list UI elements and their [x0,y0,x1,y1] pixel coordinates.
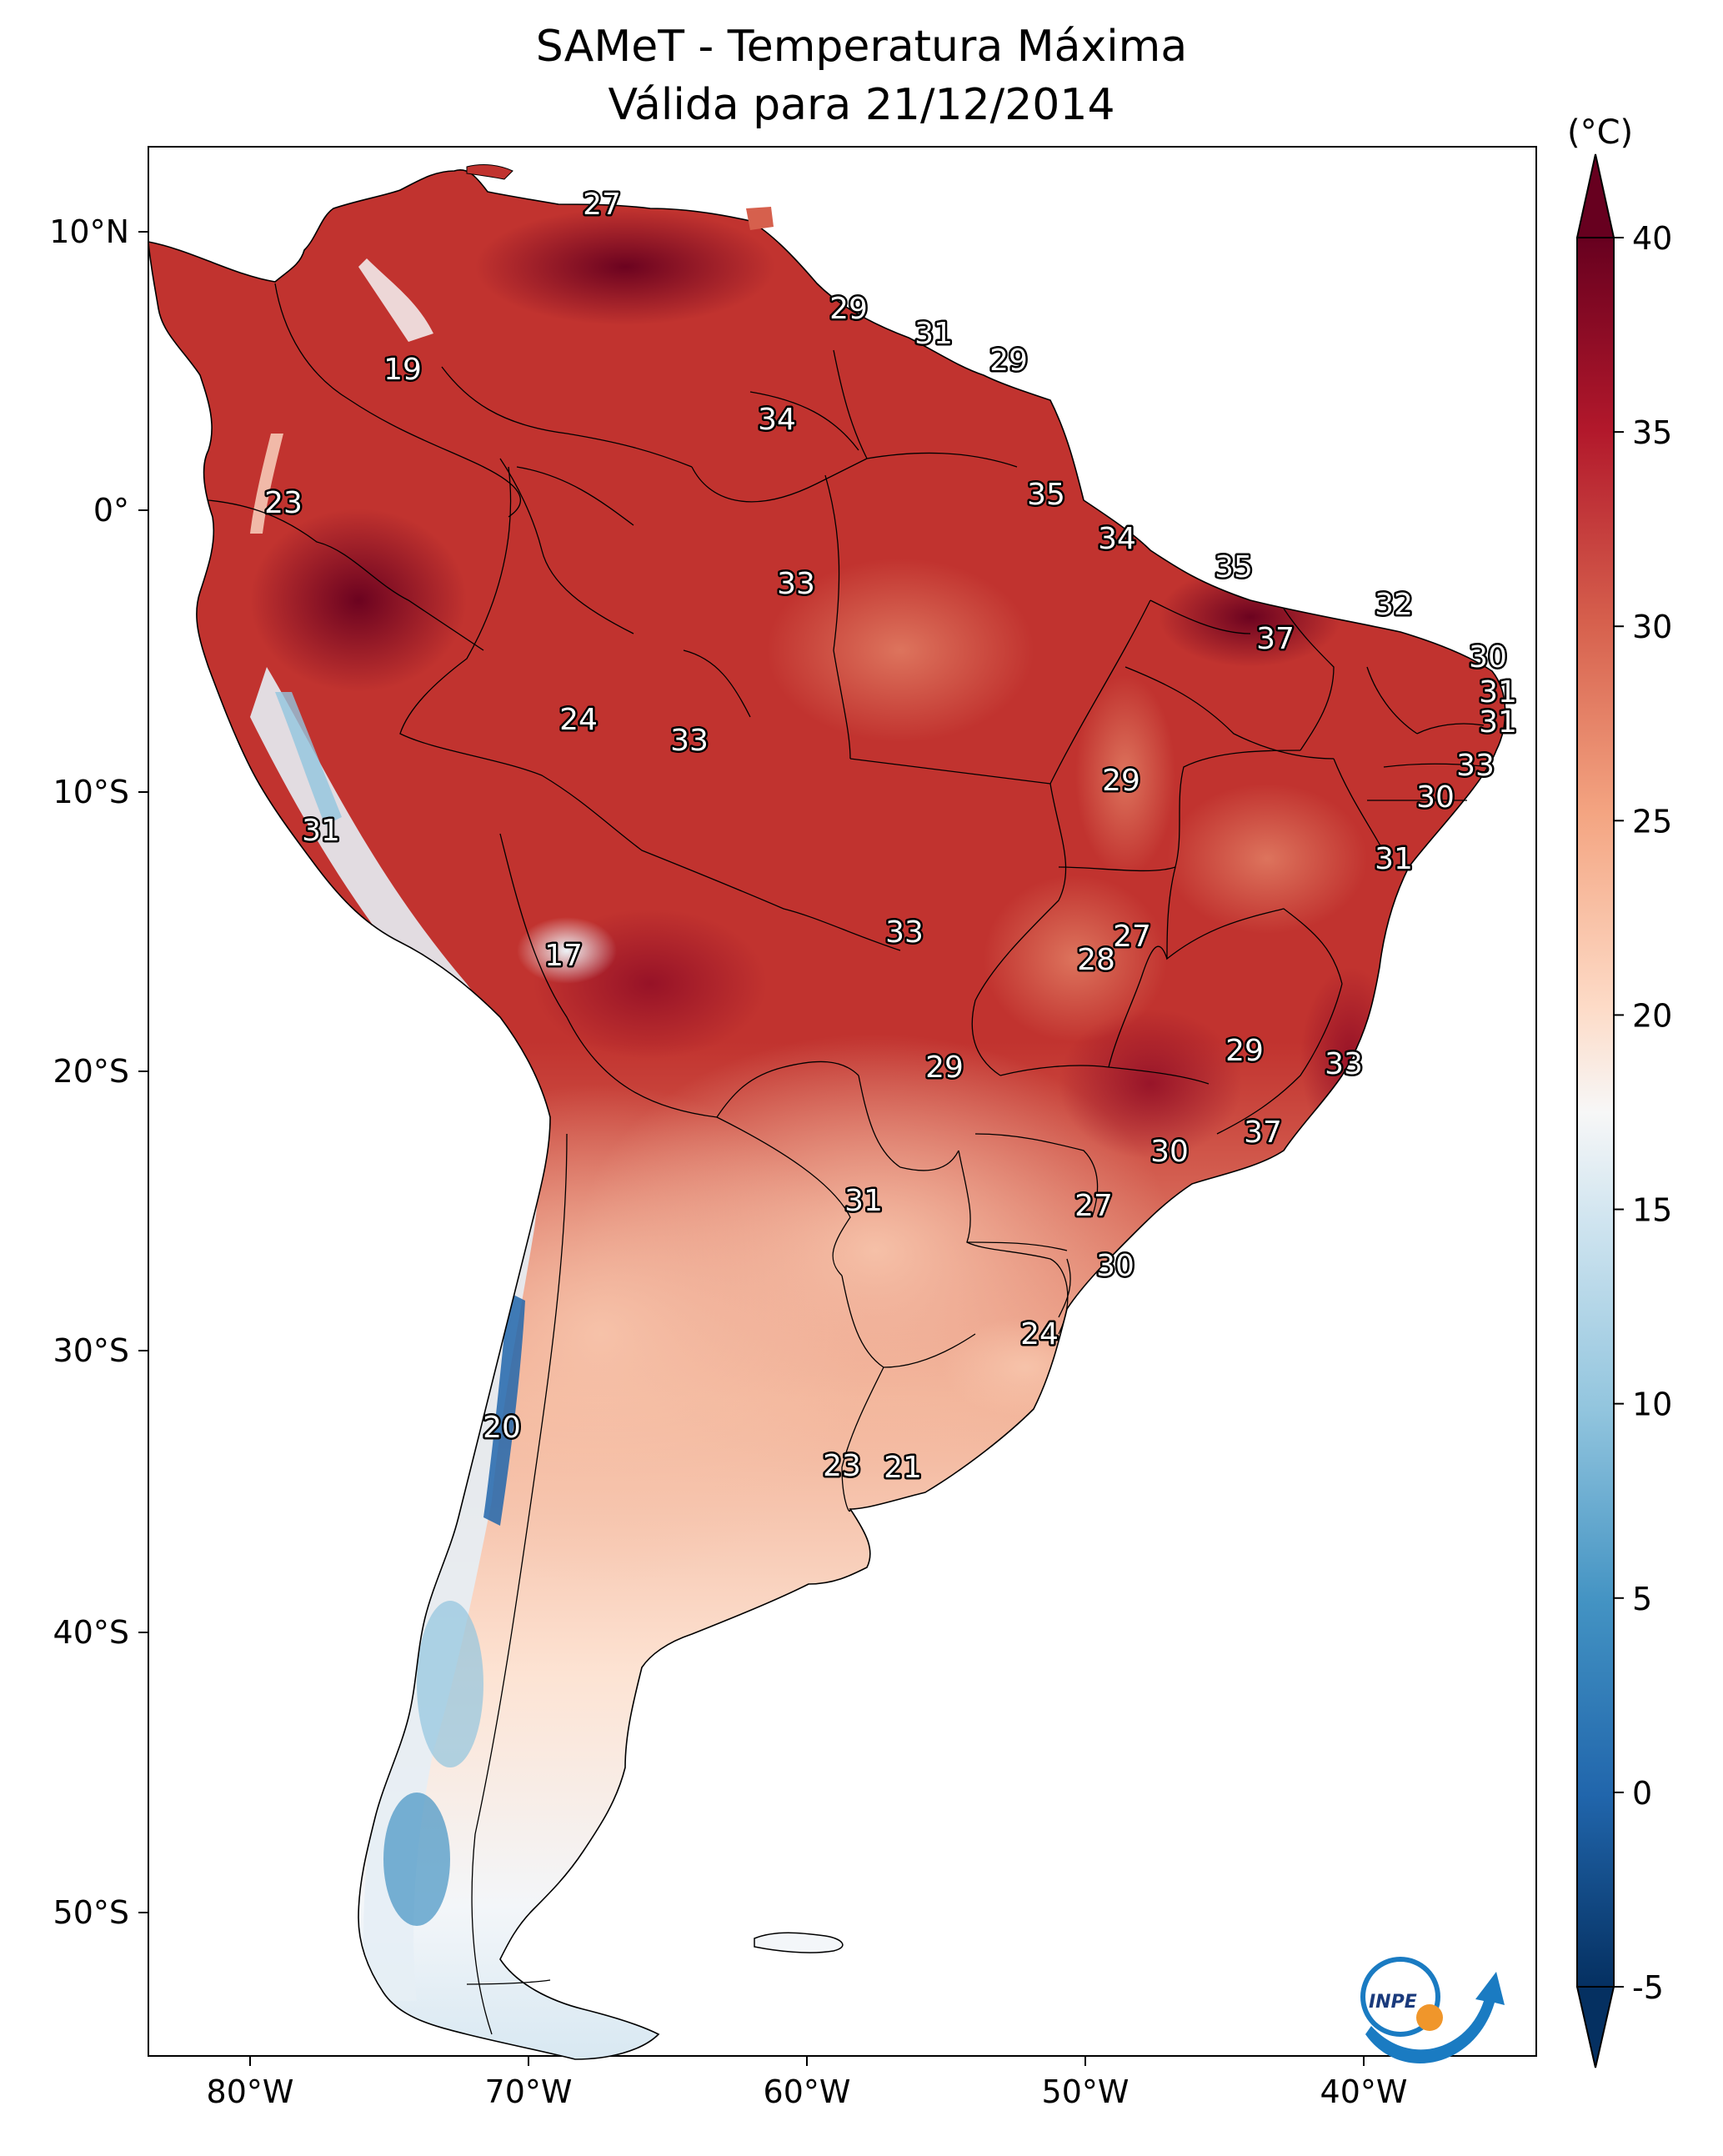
longitude-axis: 80°W 70°W 60°W 50°W 40°W [207,2056,1408,2110]
colorbar-tick-label: 20 [1632,997,1672,1034]
temperature-label: 23 [823,1449,861,1483]
chart-title-line1: SAMeT - Temperatura Máxima [535,22,1188,72]
temperature-label: 33 [1456,749,1495,783]
temperature-label: 24 [559,703,598,737]
caribbean-island [466,164,513,180]
political-borders [208,283,1493,2035]
temperature-label: 29 [829,292,868,326]
inpe-logo: INPE [1360,1957,1505,2064]
temperature-label: 31 [1479,705,1517,740]
temperature-label: 33 [777,567,815,601]
colorbar-tick-label: 10 [1632,1386,1672,1423]
temperature-label: 17 [544,939,583,973]
lon-tick-label: 40°W [1320,2073,1408,2110]
inpe-logo-dot [1416,2004,1443,2031]
inpe-logo-ring [1360,1957,1440,2037]
lon-tick-label: 80°W [207,2073,294,2110]
temperature-label: 31 [914,317,953,351]
lon-tick-label: 70°W [485,2073,573,2110]
colorbar-tick-label: 40 [1632,220,1672,257]
temperature-label: 34 [1098,522,1136,556]
lat-tick-label: 20°S [53,1053,129,1090]
temperature-label: 33 [1325,1047,1363,1081]
temperature-label: 31 [302,814,340,848]
temperature-label: 27 [1074,1189,1113,1223]
chart-title-line2: Válida para 21/12/2014 [608,80,1115,130]
temperature-label: 29 [925,1050,964,1085]
lat-tick-label: 50°S [53,1894,129,1931]
temperature-label: 23 [264,486,303,520]
temperature-label: 30 [1096,1249,1134,1283]
colorbar-tick-label: 15 [1632,1192,1672,1229]
temperature-label: 29 [1225,1034,1264,1068]
temperature-label: 29 [989,343,1028,378]
lon-tick-label: 60°W [764,2073,851,2110]
temperature-label: 35 [1215,550,1253,584]
colorbar-tick-label: 35 [1632,414,1672,451]
temperature-label: 37 [1256,622,1295,656]
lat-tick-label: 10°S [53,774,129,810]
temperature-label: 20 [483,1411,521,1445]
temperature-label: 21 [884,1451,922,1485]
lat-tick-label: 0° [93,492,129,529]
colorbar-tick-label: 25 [1632,803,1672,840]
inpe-logo-arrow [1365,1972,1505,2064]
temperature-label: 34 [758,403,796,437]
colorbar-tick-label: 30 [1632,609,1672,645]
temperature-label: 30 [1416,780,1455,815]
colorbar: 40 35 30 25 20 15 10 5 0 -5 [1575,153,1672,2068]
temperature-label: 33 [885,915,924,950]
temperature-label: 30 [1150,1135,1189,1169]
temperature-label: 27 [583,188,621,222]
lat-tick-label: 40°S [53,1614,129,1651]
colorbar-unit-label: (°C) [1567,113,1633,152]
trinidad-island [746,207,774,230]
temperature-label: 28 [1077,943,1115,977]
lon-tick-label: 50°W [1042,2073,1129,2110]
temperature-label: 24 [1020,1317,1059,1351]
lat-tick-label: 30°S [53,1332,129,1369]
temperature-label: 32 [1375,588,1413,622]
temperature-label: 31 [1375,842,1413,876]
colorbar-top-extend [1575,153,1615,238]
colorbar-tick-label: 5 [1632,1581,1652,1617]
temperature-label: 31 [844,1184,883,1218]
colorbar-tick-label: 0 [1632,1775,1652,1812]
lat-tick-label: 10°N [49,213,129,250]
colorbar-body [1576,237,1615,1988]
colorbar-tick-label: -5 [1632,1969,1664,2006]
temperature-label: 29 [1102,764,1140,798]
temperature-label: 30 [1469,640,1507,674]
colorbar-bottom-extend [1575,1986,1615,2068]
inpe-logo-text: INPE [1369,1992,1417,2013]
temperature-label: 27 [1113,920,1151,954]
temperature-label: 33 [670,724,709,758]
falkland-islands [754,1932,844,1953]
temperature-label: 37 [1244,1116,1282,1150]
temperature-label: 35 [1027,478,1065,512]
latitude-axis: 10°N 0° 10°S 20°S 30°S 40°S 50°S [49,213,148,1931]
temperature-label: 31 [1479,675,1517,709]
temperature-label: 19 [383,353,422,387]
